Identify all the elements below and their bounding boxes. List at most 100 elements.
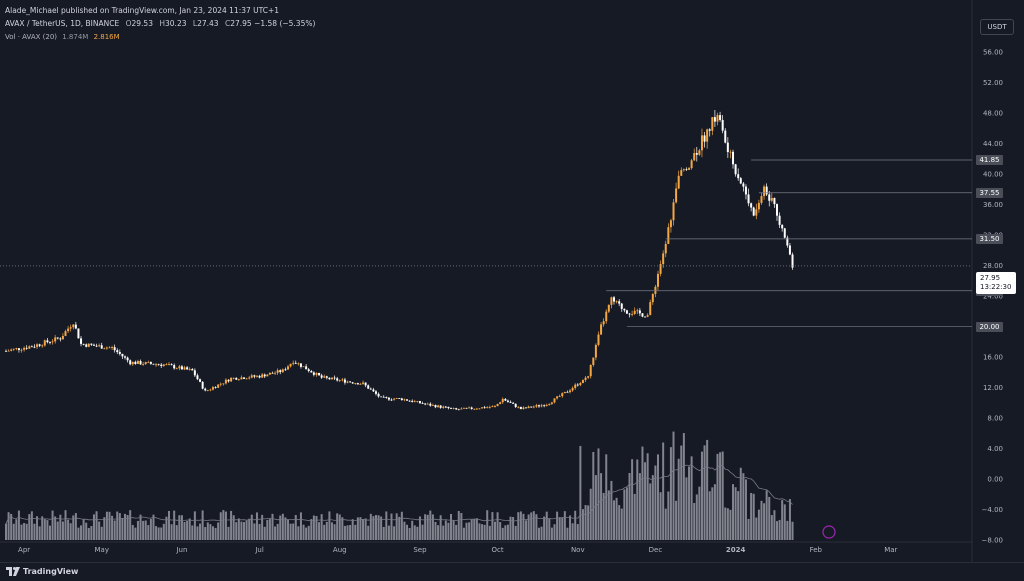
candle-body	[108, 347, 111, 349]
candle-body	[651, 293, 654, 303]
volume-bar	[152, 514, 155, 540]
candle-body	[548, 403, 551, 406]
volume-bar	[253, 523, 256, 540]
candle-body	[625, 310, 628, 314]
symbol-name[interactable]: AVAX / TetherUS, 1D, BINANCE	[5, 19, 120, 28]
candle-body	[765, 186, 768, 195]
candle-body	[227, 379, 230, 382]
volume-bar	[569, 515, 572, 540]
volume-bar	[752, 493, 755, 540]
candle-body	[514, 403, 517, 407]
candle-body	[121, 353, 124, 357]
candle-body	[426, 403, 429, 405]
candle-body	[152, 363, 155, 365]
candle-body	[421, 403, 424, 404]
price-tick-label: 36.00	[983, 201, 1003, 209]
candle-body	[72, 324, 75, 328]
volume-bar	[561, 517, 564, 540]
volume-bar	[760, 500, 763, 540]
currency-button[interactable]: USDT	[980, 19, 1014, 35]
candle-body	[437, 405, 440, 408]
volume-bar	[325, 521, 328, 540]
volume-bar	[105, 511, 108, 540]
last-price-label: 27.95 13:22:30	[976, 272, 1016, 294]
volume-bar	[188, 518, 191, 540]
candle-body	[517, 406, 520, 408]
volume-bar	[118, 513, 121, 540]
volume-bar	[318, 522, 321, 540]
candle-body	[563, 391, 566, 394]
candle-body	[757, 202, 760, 210]
volume-bar	[496, 512, 499, 540]
candle-body	[713, 117, 716, 122]
candle-body	[124, 356, 127, 358]
volume-bar	[7, 512, 10, 540]
candle-body	[672, 202, 675, 221]
tradingview-logo[interactable]: TradingView	[6, 567, 78, 576]
candle-body	[178, 366, 181, 369]
volume-bar	[147, 525, 150, 540]
candle-body	[662, 253, 665, 265]
candle-body	[235, 377, 238, 380]
candle-body	[773, 198, 776, 205]
volume-bar	[721, 451, 724, 540]
candle-body	[682, 169, 685, 171]
volume-bar	[155, 526, 158, 540]
volume-bar	[698, 486, 701, 540]
volume-bar	[15, 519, 18, 540]
candle-body	[237, 379, 240, 381]
time-axis-label: Dec	[649, 546, 663, 554]
volume-bar	[589, 488, 592, 540]
candle-body	[597, 334, 600, 345]
candle-body	[103, 348, 106, 350]
volume-bar	[263, 526, 266, 540]
candle-body	[263, 374, 266, 377]
volume-bar	[248, 518, 251, 540]
candle-body	[196, 375, 199, 380]
volume-bar	[116, 511, 119, 540]
candle-body	[776, 204, 779, 216]
candle-body	[224, 379, 227, 384]
volume-bar	[734, 487, 737, 540]
candle-body	[750, 203, 753, 208]
candle-body	[434, 405, 437, 408]
bar-countdown: 13:22:30	[980, 283, 1012, 291]
candle-body	[659, 264, 662, 274]
candle-body	[61, 335, 64, 340]
candle-body	[186, 367, 189, 370]
volume-bar	[768, 496, 771, 540]
candle-body	[628, 313, 631, 315]
price-tick-label: 56.00	[983, 49, 1003, 57]
candle-body	[23, 347, 26, 350]
volume-bar	[742, 473, 745, 540]
symbol-legend[interactable]: AVAX / TetherUS, 1D, BINANCE O29.53 H30.…	[5, 19, 315, 28]
candle-body	[752, 207, 755, 216]
price-tick-label: 52.00	[983, 79, 1003, 87]
volume-bar	[209, 524, 212, 540]
volume-bar	[426, 514, 429, 540]
volume-legend[interactable]: Vol · AVAX (20) 1.874M 2.816M	[5, 33, 120, 41]
candle-body	[354, 383, 357, 384]
price-tick-label: 40.00	[983, 171, 1003, 179]
candle-body	[211, 387, 214, 390]
candle-body	[193, 370, 196, 376]
candle-body	[641, 313, 644, 317]
candle-body	[5, 350, 7, 352]
candle-body	[519, 406, 522, 410]
volume-bar	[33, 523, 36, 540]
volume-bar	[636, 459, 639, 540]
candle-body	[385, 396, 388, 398]
candle-body	[411, 400, 414, 402]
volume-bar	[240, 521, 243, 540]
volume-label[interactable]: Vol · AVAX (20)	[5, 33, 58, 41]
level-label: 37.55	[976, 187, 1003, 198]
volume-bar	[359, 517, 362, 540]
candle-body	[760, 196, 763, 203]
candle-body	[87, 343, 90, 347]
candle-body	[452, 408, 455, 409]
candle-body	[724, 130, 727, 143]
candle-body	[493, 406, 496, 407]
candle-body	[512, 402, 515, 404]
candle-body	[763, 186, 766, 197]
